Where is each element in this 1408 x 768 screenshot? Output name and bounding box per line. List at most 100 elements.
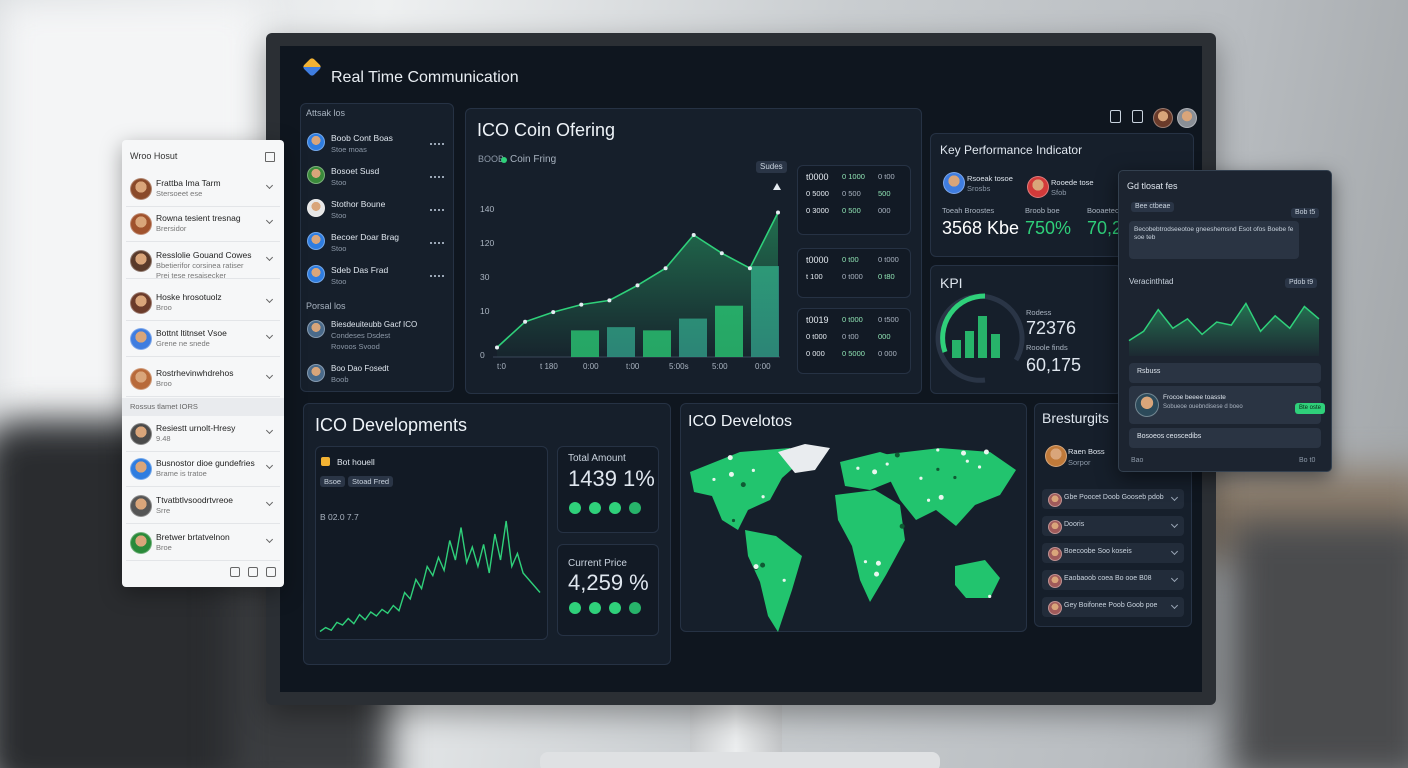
section-title: Porsal los [306, 301, 346, 311]
avatar [307, 364, 325, 382]
avatar [130, 178, 152, 200]
stat-cell: t0019 [806, 315, 829, 325]
map-marker [761, 495, 765, 499]
point [495, 345, 499, 350]
stat-cell: 0 t00 [842, 332, 859, 341]
map-marker [782, 578, 786, 582]
point [663, 266, 668, 271]
stat-box [797, 308, 911, 374]
app-title: Real Time Communication [331, 69, 519, 86]
legend-code: BOOB [478, 154, 505, 164]
panel [300, 103, 454, 392]
contact-name[interactable]: Rostrhevinwhdrehos [156, 368, 234, 378]
list-row-text: Gbe Poocet Doob Gooseb pdob [1064, 494, 1164, 501]
stat-cell: 0 500 [842, 206, 861, 215]
section-title: Rossus tlamet IORS [130, 402, 198, 411]
map-marker [740, 482, 746, 488]
avatar [130, 423, 152, 445]
contact-name[interactable]: Frattba Ima Tarm [156, 178, 221, 188]
point [607, 298, 612, 303]
panel-title: Bresturgits [1042, 410, 1109, 426]
list-row-text: Bosoeos ceoscedibs [1137, 433, 1202, 440]
stat-cell: 500 [878, 189, 891, 198]
person-sub: Sorpor [1068, 458, 1091, 467]
item-sub: Boob [331, 375, 349, 384]
contact-name[interactable]: Busnostor dioe gundefries [156, 458, 255, 468]
kpi-value: 72376 [1026, 318, 1077, 338]
map-marker [953, 475, 957, 480]
y-axis-label: 0 [480, 350, 485, 360]
tag[interactable]: Stoad Fred [348, 476, 394, 487]
point [719, 251, 724, 256]
contact-name[interactable]: Resiestt urnolt-Hresy [156, 423, 236, 433]
item-name: Boo Dao Fosedt [331, 364, 389, 373]
x-axis-label: 0:00 [583, 362, 599, 371]
kpi-value: 60,175 [1026, 355, 1082, 375]
tag[interactable]: Bee ctbeae [1131, 202, 1175, 213]
avatar [130, 328, 152, 350]
contact-sub: 9.48 [156, 434, 171, 443]
message: Becobebtrodseeotoe gneeshemsnd Esot ofos… [1134, 226, 1294, 241]
list-row [1129, 428, 1321, 448]
panel [557, 544, 659, 636]
avatar [307, 320, 325, 338]
avatar [943, 172, 965, 194]
continent [835, 490, 905, 602]
contact-row [126, 286, 280, 321]
person-sub: Sfob [1051, 188, 1067, 197]
item-name: Stothor Boune [331, 199, 386, 209]
panel-title: KPI [940, 275, 963, 291]
map-marker [919, 476, 923, 480]
contact-name[interactable]: Resslolie Gouand Cowes [156, 250, 252, 260]
contact-name[interactable]: Hoske hrosotuolz [156, 292, 222, 302]
map-marker [731, 518, 736, 523]
contact-name[interactable]: Bretwer brtatvelnon [156, 532, 230, 542]
button[interactable]: Bte oste [1295, 403, 1326, 415]
section-title: Veracinthtad [1129, 277, 1174, 286]
stat-cell: 0 000 [806, 349, 825, 358]
contact-name[interactable]: Ttvatbtlvsoodrtvreoe [156, 495, 234, 505]
more-icon [430, 143, 444, 148]
button[interactable]: Bob t5 [1291, 208, 1320, 219]
stat-cell: 0 t000 [842, 315, 863, 324]
avatar [307, 232, 325, 250]
contact-sub: Bbetierifor corsinea ratiser [156, 261, 244, 270]
overlay-title: Wroo Hosut [130, 151, 178, 161]
price-label: Current Price [568, 558, 627, 569]
contact-name[interactable]: Bottnt ltitnset Vsoe [156, 328, 227, 338]
person-row [1129, 386, 1321, 424]
greenland [778, 444, 830, 473]
person-name: Rsoeak tosoe [967, 174, 1013, 183]
map-marker [988, 594, 992, 598]
chart-button[interactable]: Sudes [756, 161, 787, 173]
list-row [1042, 516, 1184, 536]
stat-label: Booaeteo [1087, 206, 1120, 215]
avatar [130, 213, 152, 235]
avatar [1048, 574, 1062, 588]
avatar [130, 532, 152, 554]
map-marker [863, 560, 868, 564]
person-sub: Sobueoe ouebndisese d boeo [1163, 404, 1243, 410]
stat-label: Toeah Broostes [942, 206, 995, 215]
background-shelf [1230, 520, 1408, 768]
item-sub: Stoo [331, 211, 347, 220]
button[interactable]: Pdob t9 [1285, 278, 1318, 289]
item-sub: Rovoos Svood [331, 342, 380, 351]
contact-sub: Prei tese resaisecker [156, 271, 227, 280]
y-axis-label: 120 [480, 238, 495, 248]
contact-sub: Brersidor [156, 224, 187, 233]
footer-text: Bo t0 [1299, 457, 1316, 464]
status-dot [569, 602, 581, 614]
continent [745, 530, 802, 632]
item-sub: Stoo [331, 277, 347, 286]
footer-icon [248, 567, 258, 577]
map-marker [875, 560, 881, 566]
point [579, 302, 584, 307]
stat-cell: 0 000 [878, 349, 897, 358]
map-marker [874, 571, 880, 577]
tag[interactable]: Bsoe [320, 476, 346, 487]
stat-cell: 0 3000 [806, 206, 829, 215]
contact-name[interactable]: Rowna tesient tresnag [156, 213, 241, 223]
